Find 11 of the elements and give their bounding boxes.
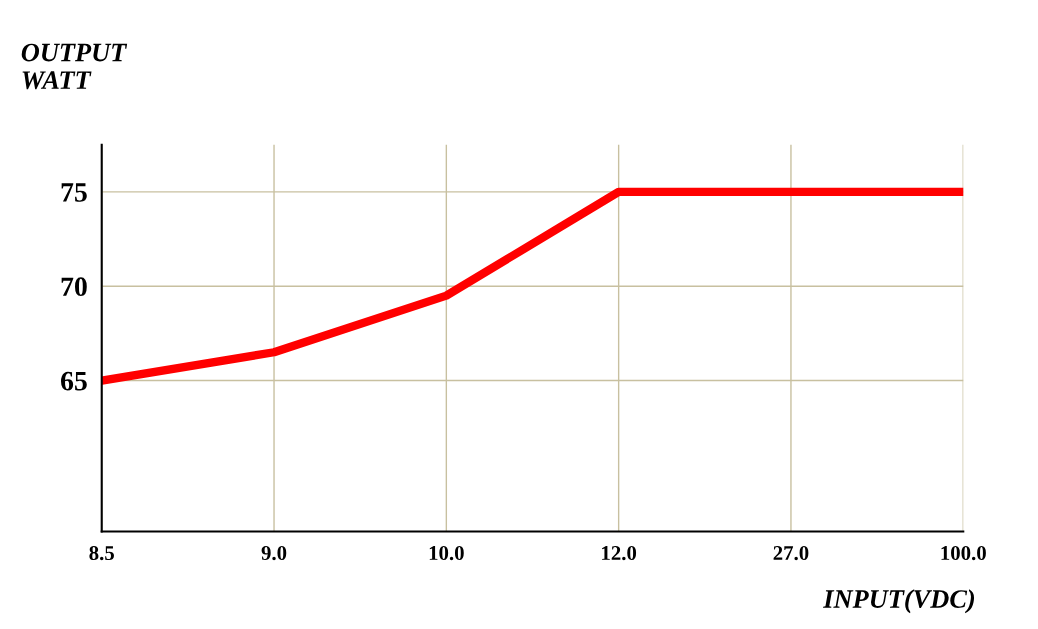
x-tick-label: 8.5: [89, 546, 114, 561]
y-axis-title: OUTPUT WATT: [21, 43, 128, 90]
y-tick-label: 75: [61, 183, 87, 202]
y-tick-label: 70: [61, 277, 87, 297]
y-tick-label: 65: [61, 371, 87, 391]
x-tick-label: 12.0: [602, 546, 637, 561]
x-tick-label: 100.0: [941, 546, 986, 561]
x-tick-label: 10.0: [429, 546, 464, 561]
x-tick-label: 27.0: [773, 546, 809, 561]
x-tick-label: 9.0: [261, 546, 287, 561]
x-axis-title: INPUT(VDC): [823, 589, 975, 614]
